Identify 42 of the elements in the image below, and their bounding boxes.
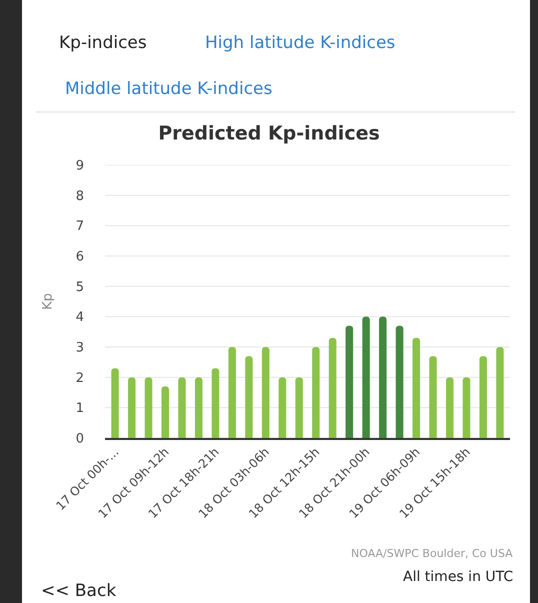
- bar: [262, 347, 270, 438]
- bar: [212, 368, 220, 438]
- text: NOAA/SWPC Boulder, Co USA: [351, 547, 514, 560]
- y-tick-label: 1: [76, 401, 84, 416]
- y-tick-label: 5: [76, 280, 84, 295]
- y-tick-label: 9: [76, 158, 84, 174]
- text: Kp-indices: [59, 33, 147, 53]
- bar: [429, 356, 437, 438]
- bar: [194, 377, 202, 438]
- y-tick-label: 6: [76, 250, 84, 265]
- bar: [178, 377, 186, 438]
- text: Middle latitude K-indices: [65, 79, 272, 99]
- bar: [161, 386, 170, 438]
- bar: [144, 377, 152, 438]
- y-tick-label: 3: [76, 340, 84, 356]
- text: High latitude K-indices: [205, 33, 396, 53]
- bar: [245, 356, 253, 438]
- bar: [312, 347, 320, 438]
- bar: [446, 377, 454, 438]
- chart-title: Predicted Kp-indices: [158, 122, 380, 145]
- y-tick-label: 7: [76, 219, 84, 234]
- bar: [396, 326, 404, 438]
- bar: [479, 356, 487, 438]
- y-tick-label: 4: [76, 310, 84, 326]
- bar: [328, 338, 336, 438]
- bar: [278, 377, 286, 438]
- text: All times in UTC: [403, 569, 514, 585]
- bar: [362, 316, 370, 438]
- bar: [295, 377, 303, 438]
- y-tick-label: 0: [76, 432, 84, 447]
- bar: [228, 347, 236, 438]
- y-tick-label: 8: [76, 188, 84, 204]
- bar: [111, 368, 119, 438]
- bar: [412, 338, 420, 438]
- y-axis-title: Kp: [40, 293, 56, 310]
- y-tick-label: 2: [76, 370, 84, 386]
- bar: [462, 377, 470, 438]
- bar: [496, 347, 504, 438]
- bar: [346, 326, 354, 438]
- bar: [379, 316, 387, 438]
- text: << Back: [41, 581, 116, 601]
- bar: [128, 377, 136, 438]
